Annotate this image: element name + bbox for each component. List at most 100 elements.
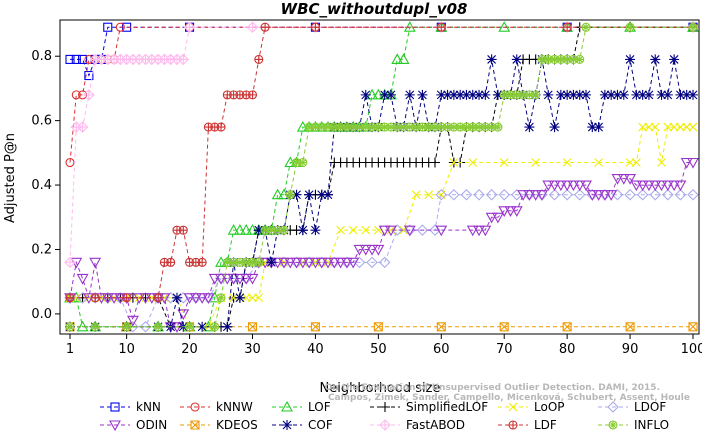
data-point [323,257,333,267]
data-point [222,321,233,332]
data-point [681,89,692,100]
data-point [391,53,404,64]
data-point [411,190,421,200]
data-point [504,206,517,217]
data-point [529,190,542,201]
legend-item: LDOF [598,400,666,414]
data-point [436,322,446,332]
data-point [436,22,446,32]
legend-marker [109,420,121,432]
data-point [417,89,428,100]
data-point [435,188,448,201]
data-point [260,22,270,32]
data-point [617,174,630,185]
data-point [574,89,585,100]
legend-item: FastABOD [370,418,465,432]
data-point [240,224,253,235]
data-point [71,90,81,100]
data-point [254,257,264,267]
data-point [246,273,259,285]
data-point [618,89,629,100]
data-point [303,257,316,269]
data-point [304,189,315,200]
data-point [581,89,592,100]
data-point [466,225,479,237]
data-point [460,188,473,201]
data-point [562,22,572,32]
data-point [562,89,573,100]
data-point [649,180,662,192]
y-axis: 0.0 0.2 0.4 0.6 0.8 [31,49,60,322]
legend-marker [282,420,292,430]
data-point [290,257,303,269]
y-tick-label: 0.8 [31,49,52,64]
data-point [650,54,661,65]
legend-label: SimplifiedLOF [406,400,488,414]
x-tick-label: 60 [433,342,450,357]
data-point [467,89,478,100]
x-tick-label: 40 [307,342,324,357]
data-point [241,293,251,303]
series-line [70,26,693,328]
data-point [492,89,503,100]
data-point [103,22,113,32]
data-point [435,225,448,237]
data-point [126,315,139,327]
data-point [688,22,698,32]
series-line [70,59,693,328]
data-point [379,89,390,100]
legend-marker [110,402,120,412]
data-point [399,225,408,235]
x-tick-label: 90 [622,342,639,357]
data-point [359,244,372,256]
data-point [177,53,190,66]
data-point [210,322,220,332]
data-point [644,122,654,132]
data-point [511,188,523,201]
data-point [429,224,441,236]
legend-item: kNN [100,400,161,414]
x-tick-label: 50 [370,342,387,357]
data-point [625,22,635,32]
series-inflo [65,22,698,332]
data-point [581,22,591,32]
y-tick-label: 0.0 [31,307,52,322]
legend-label: LDF [534,418,557,432]
data-point [336,225,345,235]
data-point [611,188,624,201]
data-point [592,190,605,201]
legend-label: ODIN [136,418,167,432]
data-point [64,256,76,269]
data-point [366,256,378,269]
data-point [229,293,239,303]
data-point [473,225,485,237]
data-point [474,89,485,100]
data-point [65,157,75,168]
legend-marker [281,400,293,412]
data-point [568,89,579,100]
data-point [90,293,100,303]
x-tick-label: 20 [181,342,198,357]
data-point [309,257,322,269]
data-point [593,122,604,133]
data-point [573,188,586,201]
data-point [676,122,685,132]
data-point [555,89,566,100]
legend-label: COF [308,418,333,432]
data-point [524,122,535,133]
data-point [598,190,611,201]
x-tick-label: 80 [559,342,576,357]
legend-marker [380,402,390,412]
legend-marker [379,419,391,431]
data-point [353,244,366,256]
data-point [360,89,371,100]
data-point [279,225,289,235]
data-point [655,180,668,192]
x-tick-label: 30 [244,342,261,357]
data-point [166,257,176,267]
plot-frame [59,19,700,335]
data-point [674,188,687,201]
data-point [499,322,509,332]
data-point [71,54,81,64]
chart-title: WBC_withoutdupl_v08 [281,0,468,18]
